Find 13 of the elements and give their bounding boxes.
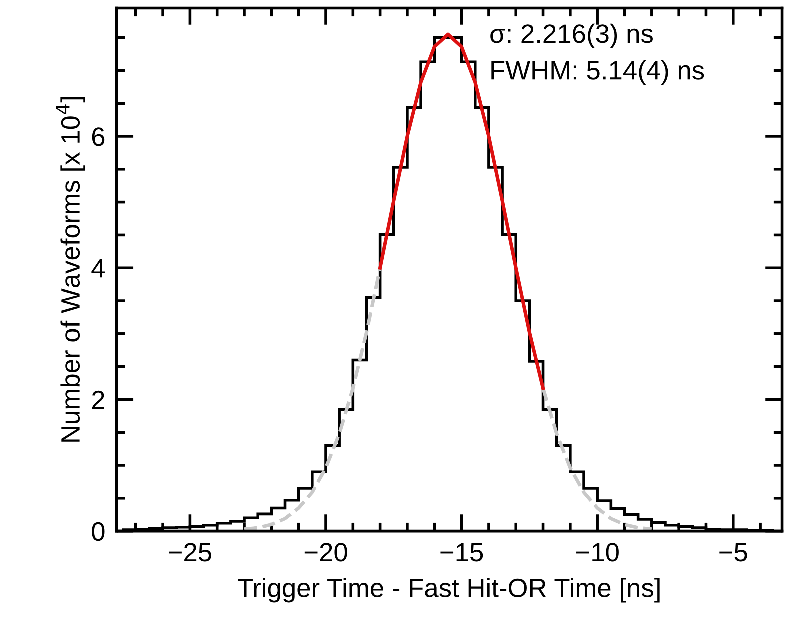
y-axis-title: Number of Waveforms [x 10$^{4}$] <box>56 97 86 442</box>
x-tick-label: −5 <box>720 543 748 562</box>
annotation: FWHM: 5.14(4) ns <box>492 60 704 86</box>
y-tick-label: 0 <box>92 522 105 542</box>
annotation: σ: 2.216(3) ns <box>490 24 653 48</box>
x-tick-label: −25 <box>169 543 212 562</box>
x-tick-label: −10 <box>576 543 619 562</box>
x-axis-title: Trigger Time - Fast Hit-OR Time [ns] <box>238 578 660 603</box>
x-tick-label: −20 <box>304 543 348 562</box>
y-tick-label: 4 <box>92 260 105 278</box>
y-tick-label: 6 <box>92 128 105 146</box>
x-tick-label: −15 <box>440 543 484 562</box>
y-tick-label: 2 <box>92 390 104 410</box>
